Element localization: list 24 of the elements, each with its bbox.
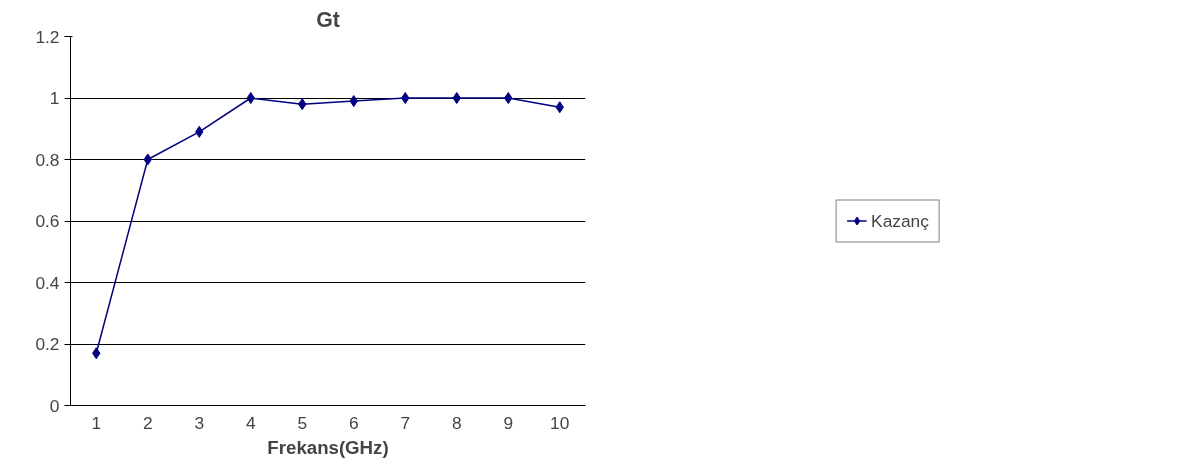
x-tick-label: 7 — [400, 412, 411, 433]
point — [452, 92, 461, 104]
x-axis-title: Frekans(GHz) — [267, 436, 389, 458]
x-tick-label: 8 — [451, 412, 462, 433]
y-tick-label: 0.8 — [35, 149, 60, 170]
y-tick-label: 0.2 — [35, 334, 60, 354]
x-tick-label: 4 — [245, 412, 256, 433]
y-tick-label: 1.2 — [35, 26, 60, 47]
point — [401, 92, 410, 104]
legend-label: Kazanç — [871, 210, 929, 231]
chart-title: Gt — [316, 7, 340, 32]
x-tick-label: 3 — [194, 412, 205, 433]
x-tick-label: 6 — [348, 412, 359, 433]
x-tick-label: 9 — [503, 412, 514, 433]
point — [504, 92, 513, 104]
x-tick-label: 2 — [142, 412, 153, 433]
y-tick-label: 0.4 — [35, 272, 60, 293]
y-tick-label: 0 — [49, 395, 60, 416]
y-tick-label: 0.6 — [35, 211, 60, 231]
x-tick-label: 10 — [550, 412, 570, 433]
point — [246, 92, 255, 104]
x-tick-label: 5 — [297, 412, 308, 433]
y-tick-label: 1 — [49, 88, 60, 108]
x-tick-label: 1 — [91, 412, 102, 433]
